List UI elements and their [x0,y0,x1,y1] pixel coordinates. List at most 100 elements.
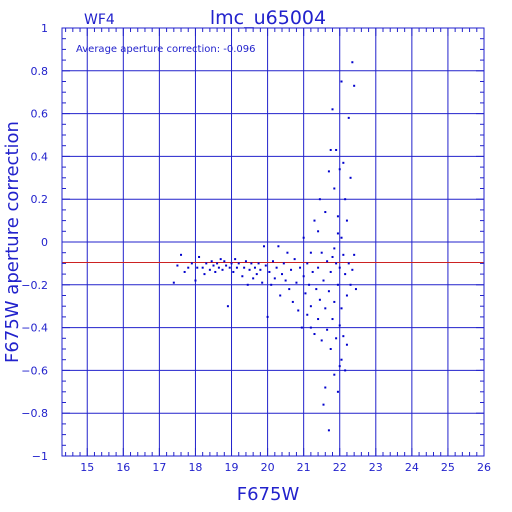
data-point [250,262,253,265]
data-point [338,365,341,368]
x-tick-labels: 15 16 17 18 19 20 21 22 23 24 25 26 [80,461,491,474]
data-point [326,260,329,263]
data-point [293,258,296,261]
average-correction-annotation: Average aperture correction: -0.096 [76,44,256,55]
y-tick-label: 0.4 [31,150,49,163]
data-point [266,315,269,318]
data-point [344,273,347,276]
data-point [311,270,314,273]
data-point [329,270,332,273]
data-point [183,270,186,273]
data-point [228,266,231,269]
data-point [225,264,228,267]
data-point [327,429,330,432]
data-point [232,270,235,273]
x-tick-label: 26 [477,461,491,474]
data-point [306,313,309,316]
data-point [313,219,316,222]
data-point [244,260,247,263]
data-point [234,258,237,261]
y-tick-label: −0.8 [21,407,48,420]
data-point [329,348,332,350]
data-point [331,108,334,111]
data-point [273,277,276,280]
data-point [246,283,249,286]
data-point [340,80,343,83]
x-tick-label: 22 [333,461,347,474]
data-point [317,266,320,269]
data-point [329,148,332,151]
data-point [243,266,246,269]
data-point [272,260,274,263]
data-point [304,292,307,295]
x-tick-label: 25 [441,461,455,474]
data-point [295,281,298,284]
data-point [230,262,233,265]
data-point [320,339,323,342]
data-point [309,251,312,254]
data-point [336,232,339,235]
data-point [351,61,354,64]
data-point [217,266,220,269]
data-point [342,253,345,256]
data-point [194,279,197,282]
x-tick-label: 18 [188,461,202,474]
data-point [336,283,339,286]
data-point [268,270,271,273]
data-point [320,251,323,254]
data-point [309,326,312,329]
data-point [326,328,329,331]
data-point [354,288,357,291]
data-point [262,245,265,248]
data-point [216,262,219,265]
data-point [257,262,260,265]
data-point [196,266,199,269]
data-point [338,266,341,269]
data-point [290,268,293,271]
y-tick-label: 0.2 [31,193,49,206]
y-axis-label: F675W aperture correction [2,121,23,363]
data-point [345,219,348,222]
data-point [327,170,330,173]
data-point [241,275,244,278]
data-point [291,300,294,303]
data-point [340,307,343,310]
x-tick-label: 19 [225,461,239,474]
data-point [345,294,348,297]
data-point [349,176,352,179]
data-point [279,294,282,297]
x-tick-label: 17 [152,461,166,474]
data-point [284,279,287,282]
data-point [214,270,217,273]
data-point [333,373,336,376]
data-point [248,268,251,271]
data-point [286,251,289,254]
data-point [208,268,211,271]
data-point [347,116,350,119]
data-point [264,264,267,267]
y-tick-label: 0 [41,236,48,249]
y-tick-label: −0.2 [21,279,48,292]
y-tick-labels: 1 0.8 0.6 0.4 0.2 0 −0.2 −0.4 −0.6 −0.8 −1 [21,22,48,463]
data-point [210,260,213,263]
data-point [344,369,347,372]
data-point [331,318,334,321]
data-point [302,275,305,278]
chart-title: lmc_u65004 [210,7,326,29]
x-axis-label: F675W [237,484,300,505]
x-tick-label: 16 [116,461,130,474]
x-tick-label: 23 [369,461,383,474]
data-point [212,264,215,267]
data-point [342,335,345,338]
data-point [322,279,325,282]
data-point [338,168,341,171]
data-point [297,309,300,312]
data-point [327,290,330,293]
data-point [315,288,318,291]
data-point [203,273,206,276]
data-point [351,268,354,271]
data-point [270,283,273,286]
y-tick-label: 0.8 [31,65,49,78]
data-point [317,230,320,233]
